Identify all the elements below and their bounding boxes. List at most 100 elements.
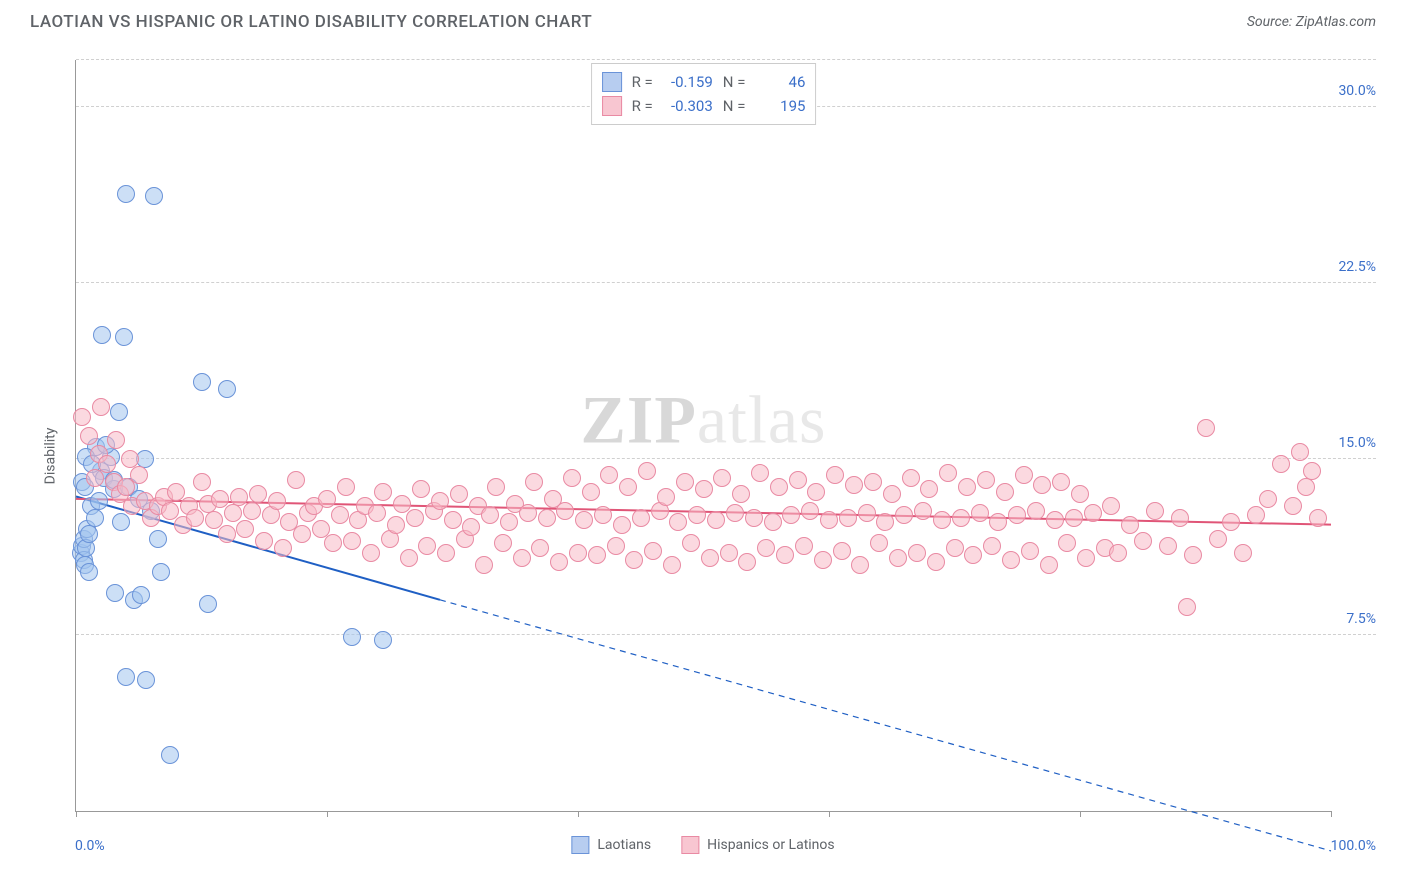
hispanics-point (770, 478, 788, 496)
hispanics-point (720, 544, 738, 562)
laotians-point (149, 530, 167, 548)
hispanics-point (1291, 443, 1309, 461)
hispanics-point (1015, 466, 1033, 484)
hispanics-point (86, 469, 104, 487)
hispanics-point (1084, 504, 1102, 522)
hispanics-point (1234, 544, 1252, 562)
hispanics-point (368, 504, 386, 522)
hispanics-point (814, 551, 832, 569)
r-value: -0.159 (663, 73, 713, 91)
hispanics-point (676, 473, 694, 491)
legend-label: Laotians (597, 837, 651, 853)
hispanics-point (1209, 530, 1227, 548)
hispanics-point (519, 504, 537, 522)
hispanics-point (726, 504, 744, 522)
hispanics-point (764, 513, 782, 531)
hispanics-point (876, 513, 894, 531)
gridline (76, 59, 1376, 60)
hispanics-point (431, 492, 449, 510)
hispanics-point (1284, 497, 1302, 515)
watermark: ZIPatlas (581, 381, 827, 460)
hispanics-point (73, 408, 91, 426)
hispanics-point (418, 537, 436, 555)
hispanics-point (1033, 476, 1051, 494)
hispanics-point (920, 480, 938, 498)
hispanics-point (1052, 473, 1070, 491)
hispanics-point (500, 513, 518, 531)
hispanics-point (983, 537, 1001, 555)
hispanics-point (582, 483, 600, 501)
laotians-point (86, 509, 104, 527)
y-tick-label: 15.0% (1334, 435, 1376, 451)
hispanics-point (826, 466, 844, 484)
hispanics-point (444, 511, 462, 529)
hispanics-point (933, 511, 951, 529)
hispanics-point (632, 509, 650, 527)
hispanics-point (1303, 462, 1321, 480)
hispanics-point (293, 525, 311, 543)
watermark-bold: ZIP (581, 382, 697, 458)
hispanics-point (1058, 534, 1076, 552)
hispanics-point (80, 427, 98, 445)
hispanics-point (1259, 490, 1277, 508)
hispanics-point (1021, 542, 1039, 560)
hispanics-point (186, 509, 204, 527)
hispanics-point (1272, 455, 1290, 473)
laotians-point (343, 628, 361, 646)
hispanics-point (851, 556, 869, 574)
y-tick-label: 22.5% (1334, 259, 1376, 275)
plot-area: ZIPatlas R =-0.159N =46R =-0.303N =195 7… (75, 60, 1331, 812)
hispanics-point (946, 539, 964, 557)
hispanics-point (782, 506, 800, 524)
chart-title: LAOTIAN VS HISPANIC OR LATINO DISABILITY… (30, 12, 592, 32)
hispanics-point (801, 502, 819, 520)
hispanics-point (1247, 506, 1265, 524)
hispanics-point (337, 478, 355, 496)
hispanics-point (789, 471, 807, 489)
hispanics-point (268, 492, 286, 510)
hispanics-point (707, 511, 725, 529)
hispanics-point (1134, 532, 1152, 550)
legend-row: R =-0.159N =46 (602, 70, 806, 94)
hispanics-point (287, 471, 305, 489)
hispanics-point (450, 485, 468, 503)
hispanics-point (92, 398, 110, 416)
trend-lines (76, 60, 1331, 811)
r-label: R = (632, 73, 653, 91)
laotians-point (145, 187, 163, 205)
hispanics-point (858, 504, 876, 522)
hispanics-point (839, 509, 857, 527)
x-axis-min-label: 0.0% (75, 838, 105, 854)
hispanics-point (619, 478, 637, 496)
hispanics-point (563, 469, 581, 487)
hispanics-point (324, 534, 342, 552)
hispanics-point (638, 462, 656, 480)
hispanics-point (1222, 513, 1240, 531)
laotians-point (117, 668, 135, 686)
x-tick (578, 811, 579, 817)
hispanics-point (939, 464, 957, 482)
laotians-point (110, 403, 128, 421)
laotians-point (80, 525, 98, 543)
hispanics-point (494, 534, 512, 552)
laotians-point (152, 563, 170, 581)
hispanics-point (695, 480, 713, 498)
hispanics-point (745, 509, 763, 527)
trend-line (440, 600, 1331, 851)
hispanics-point (1297, 478, 1315, 496)
hispanics-point (757, 539, 775, 557)
hispanics-point (1065, 509, 1083, 527)
hispanics-point (400, 549, 418, 567)
hispanics-point (255, 532, 273, 550)
hispanics-point (1027, 502, 1045, 520)
legend-label: Hispanics or Latinos (707, 837, 835, 853)
hispanics-point (688, 506, 706, 524)
n-value: 195 (755, 97, 805, 115)
hispanics-point (958, 478, 976, 496)
hispanics-point (121, 450, 139, 468)
hispanics-point (243, 502, 261, 520)
laotians-point (80, 563, 98, 581)
hispanics-point (701, 549, 719, 567)
hispanics-point (902, 469, 920, 487)
hispanics-point (550, 553, 568, 571)
